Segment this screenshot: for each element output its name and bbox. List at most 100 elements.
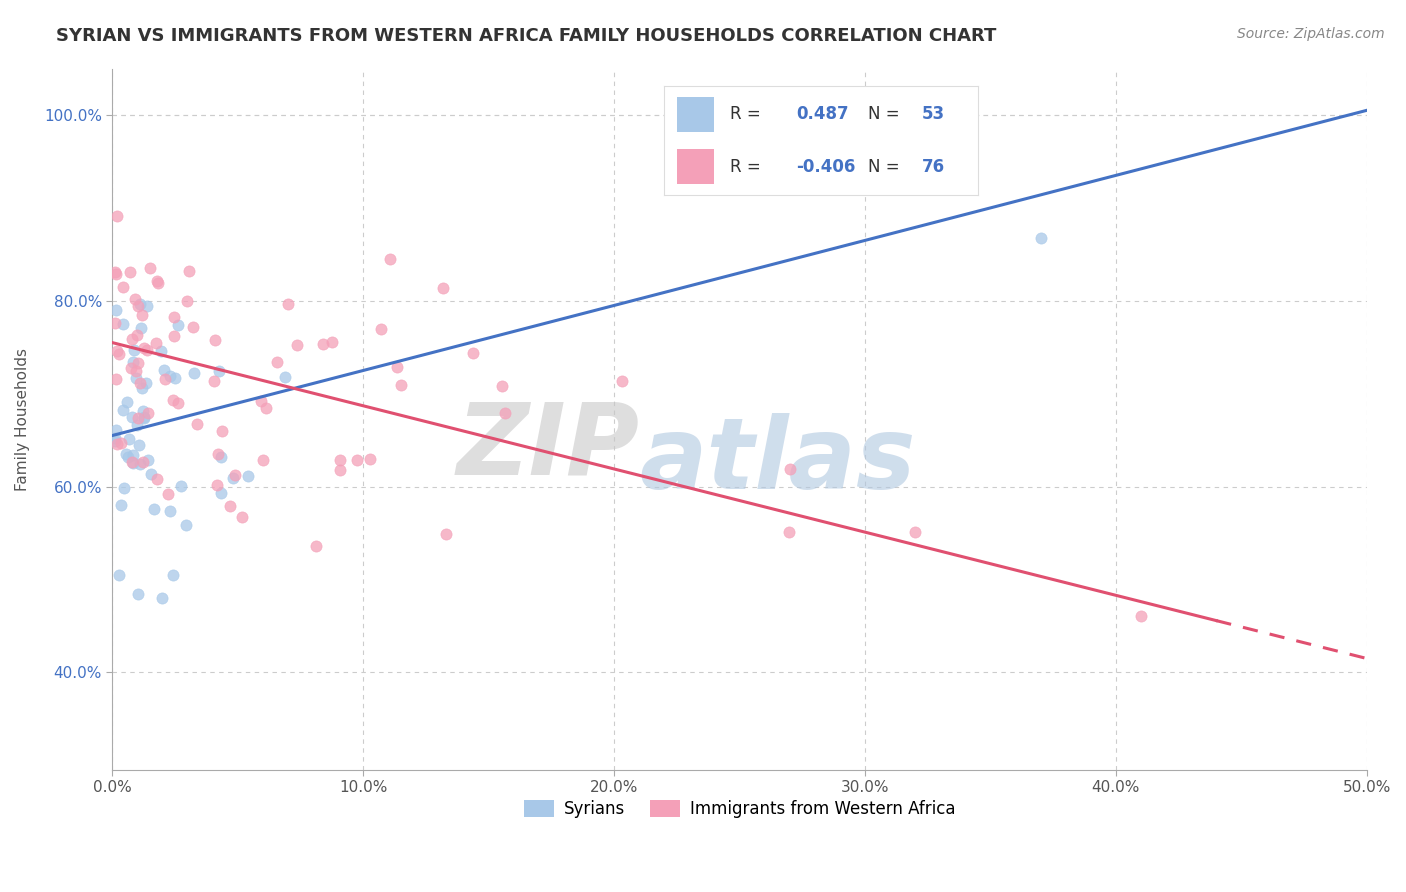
Point [104,434,127,449]
Point [163,329,186,343]
Point [163,371,186,385]
Point [139,260,162,275]
Point [127,327,149,342]
Legend: Syrians, Immigrants from Western Africa: Syrians, Immigrants from Western Africa [517,793,962,825]
Point [104,372,127,386]
Point [378,252,401,266]
Point [370,322,392,336]
Point [207,477,229,491]
Point [127,411,149,425]
Point [111,279,134,293]
Point [127,299,149,313]
Point [142,502,165,516]
Point [135,376,157,390]
Point [139,467,162,481]
Point [779,462,801,476]
Point [156,487,179,501]
Point [125,364,148,378]
Point [129,376,152,390]
Point [207,447,229,461]
Point [104,265,127,279]
Point [224,468,246,483]
Point [132,404,155,418]
Point [167,396,190,410]
Point [329,453,352,467]
Point [904,524,927,539]
Point [115,395,138,409]
Point [110,498,132,512]
Point [104,267,127,281]
Point [169,479,191,493]
Point [132,411,155,425]
Point [208,364,231,378]
Point [209,486,232,500]
Point [129,296,152,310]
Point [179,264,201,278]
Point [129,321,152,335]
Point [124,292,146,306]
Point [494,406,516,420]
Point [176,294,198,309]
Point [149,343,172,358]
Point [610,374,633,388]
Point [211,424,233,438]
Point [128,457,150,471]
Point [853,158,876,172]
Point [127,417,149,432]
Point [104,423,127,437]
Point [146,276,169,290]
Point [121,332,143,346]
Point [385,359,408,374]
Point [1029,231,1052,245]
Point [162,393,184,408]
Point [236,468,259,483]
Point [122,343,145,358]
Y-axis label: Family Households: Family Households [15,348,30,491]
Point [145,335,167,350]
Point [311,336,333,351]
Point [186,417,208,431]
Point [107,567,129,582]
Point [434,526,457,541]
Point [174,517,197,532]
Point [107,347,129,361]
Point [202,374,225,388]
Point [273,370,295,384]
Point [112,481,135,495]
Point [163,310,186,324]
Point [250,393,273,408]
Point [136,299,159,313]
Point [252,453,274,467]
Point [305,540,328,554]
Point [231,510,253,524]
Point [153,372,176,386]
Point [254,401,277,416]
Point [136,343,159,358]
Point [104,316,127,330]
Point [285,338,308,352]
Point [110,436,132,450]
Point [121,410,143,425]
Point [121,455,143,469]
Point [138,406,160,420]
Point [209,450,232,464]
Text: ZIP: ZIP [456,399,640,496]
Point [118,265,141,279]
Point [461,346,484,360]
Point [122,456,145,470]
Point [104,431,127,445]
Point [128,438,150,452]
Point [204,333,226,347]
Point [146,472,169,486]
Point [105,343,128,358]
Point [150,591,173,605]
Point [329,463,352,477]
Text: SYRIAN VS IMMIGRANTS FROM WESTERN AFRICA FAMILY HOUSEHOLDS CORRELATION CHART: SYRIAN VS IMMIGRANTS FROM WESTERN AFRICA… [56,27,997,45]
Point [277,297,299,311]
Point [778,525,800,540]
Point [136,452,159,467]
Point [145,274,167,288]
Point [105,436,128,450]
Point [117,450,139,465]
Point [131,308,153,322]
